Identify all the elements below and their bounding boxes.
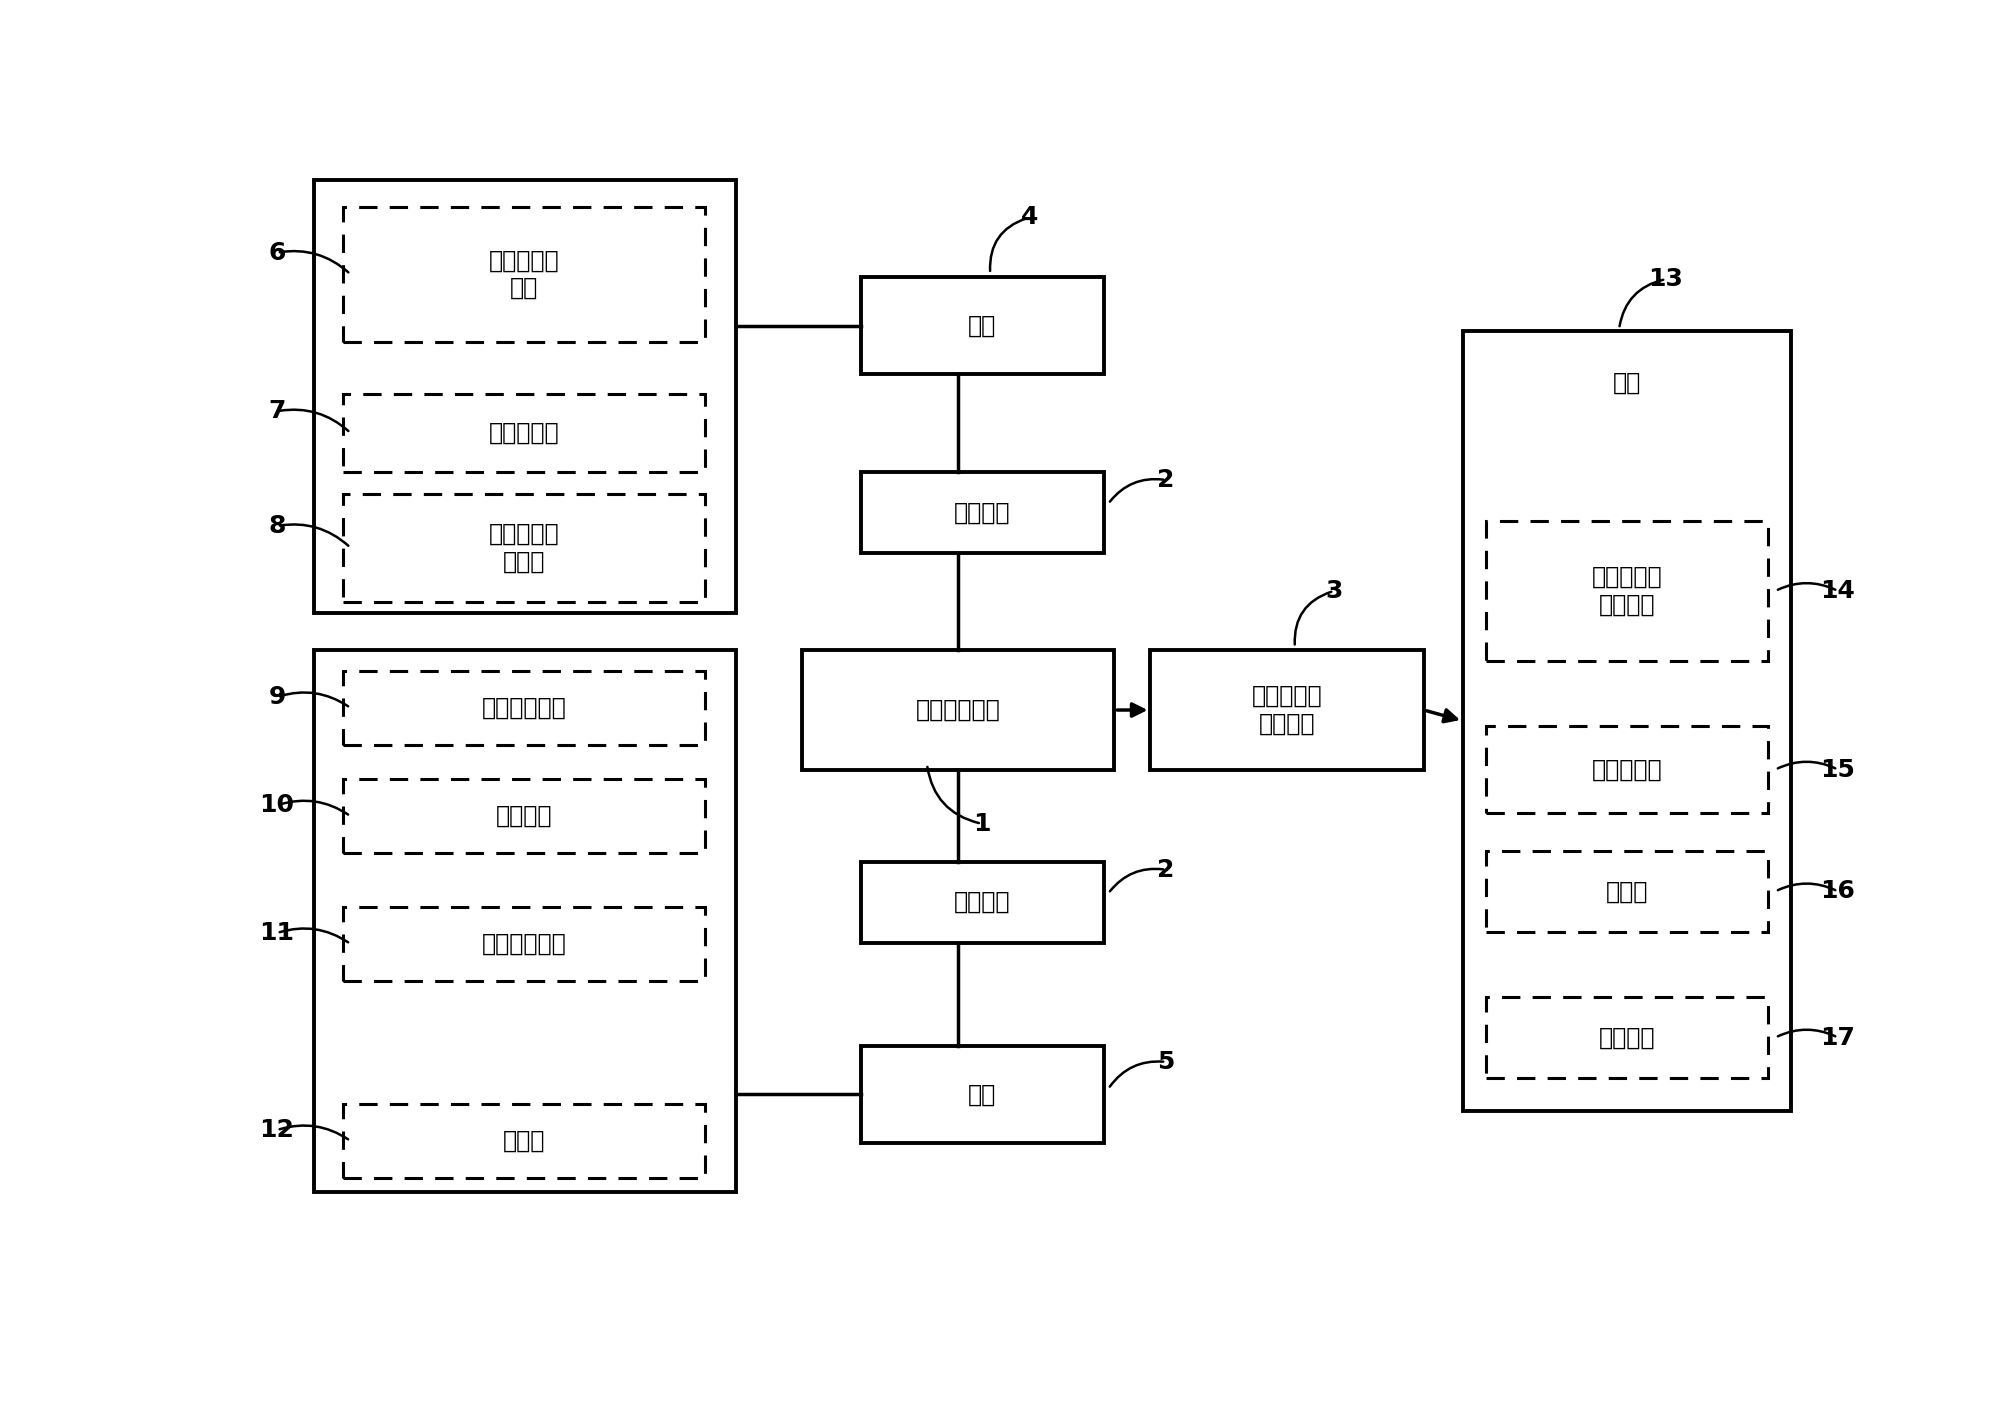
Text: 3: 3 bbox=[1325, 579, 1343, 603]
Text: 传热部件: 传热部件 bbox=[954, 890, 1010, 914]
Text: 电能储存及
输配部件: 电能储存及 输配部件 bbox=[1252, 685, 1322, 735]
Bar bbox=[1486, 727, 1768, 813]
Text: 1: 1 bbox=[974, 811, 990, 835]
Text: 传热部件: 传热部件 bbox=[954, 501, 1010, 524]
Text: 压力容器下
封头: 压力容器下 封头 bbox=[488, 249, 558, 299]
Text: 16: 16 bbox=[1820, 879, 1855, 904]
Text: 6: 6 bbox=[268, 240, 286, 264]
Text: 14: 14 bbox=[1820, 579, 1855, 603]
Bar bbox=[861, 1046, 1103, 1143]
Text: 2: 2 bbox=[1157, 858, 1175, 882]
Text: 热电转换部件: 热电转换部件 bbox=[915, 697, 1000, 723]
Bar bbox=[343, 394, 706, 472]
Bar bbox=[1464, 332, 1790, 1111]
Text: 氢气点火器: 氢气点火器 bbox=[1591, 758, 1663, 782]
Text: 电动阀门: 电动阀门 bbox=[1599, 1025, 1655, 1049]
Text: 热交换器: 热交换器 bbox=[496, 804, 552, 828]
Bar bbox=[861, 472, 1103, 553]
Bar bbox=[343, 494, 706, 602]
Text: 9: 9 bbox=[268, 685, 286, 709]
Bar bbox=[343, 671, 706, 745]
Bar bbox=[1486, 520, 1768, 661]
Text: 10: 10 bbox=[260, 793, 294, 817]
Bar bbox=[861, 277, 1103, 374]
Bar bbox=[343, 207, 706, 342]
Text: 堆腔混凝土: 堆腔混凝土 bbox=[488, 420, 558, 444]
Text: 15: 15 bbox=[1820, 758, 1855, 782]
Text: 13: 13 bbox=[1649, 267, 1683, 291]
Text: 安全壳内水箱: 安全壳内水箱 bbox=[482, 696, 566, 720]
Bar bbox=[343, 779, 706, 853]
Text: 冷却管: 冷却管 bbox=[502, 1129, 544, 1153]
Text: 安全壳外水箱: 安全壳外水箱 bbox=[482, 932, 566, 956]
Text: 机械泵: 机械泵 bbox=[1605, 879, 1649, 904]
Bar bbox=[1486, 851, 1768, 932]
Bar bbox=[1486, 997, 1768, 1078]
Bar bbox=[343, 907, 706, 981]
Text: 4: 4 bbox=[1020, 205, 1038, 229]
Text: 12: 12 bbox=[260, 1118, 294, 1142]
Bar bbox=[861, 862, 1103, 943]
Text: 用户: 用户 bbox=[1613, 371, 1641, 395]
Text: 8: 8 bbox=[268, 515, 286, 538]
Text: 17: 17 bbox=[1820, 1025, 1855, 1049]
Bar bbox=[1151, 651, 1423, 769]
Bar bbox=[314, 180, 736, 613]
Text: 11: 11 bbox=[260, 921, 294, 945]
Text: 温度及压力
监测仪表: 温度及压力 监测仪表 bbox=[1591, 565, 1663, 617]
Text: 5: 5 bbox=[1157, 1050, 1175, 1074]
Text: 热源: 热源 bbox=[968, 314, 996, 337]
Bar bbox=[343, 1104, 706, 1178]
Bar bbox=[314, 651, 736, 1192]
Text: 堆外熔融物
捕集器: 堆外熔融物 捕集器 bbox=[488, 522, 558, 574]
Text: 2: 2 bbox=[1157, 468, 1175, 492]
Text: 7: 7 bbox=[268, 399, 286, 423]
Bar bbox=[802, 651, 1115, 769]
Text: 热阱: 热阱 bbox=[968, 1083, 996, 1107]
